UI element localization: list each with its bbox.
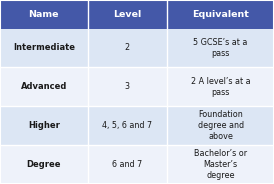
Text: 2 A level’s at a
pass: 2 A level’s at a pass xyxy=(191,77,250,97)
Bar xyxy=(0,29,274,67)
Text: Degree: Degree xyxy=(27,160,61,169)
Text: 3: 3 xyxy=(125,82,130,91)
Bar xyxy=(0,0,274,29)
Text: Advanced: Advanced xyxy=(21,82,67,91)
Text: Bachelor’s or
Master’s
degree: Bachelor’s or Master’s degree xyxy=(194,149,247,180)
Text: Intermediate: Intermediate xyxy=(13,43,75,52)
Text: 2: 2 xyxy=(125,43,130,52)
Bar xyxy=(0,67,274,106)
Bar xyxy=(0,145,274,184)
Bar xyxy=(0,106,274,145)
Text: Name: Name xyxy=(28,10,59,19)
Text: Higher: Higher xyxy=(28,121,60,130)
Text: 4, 5, 6 and 7: 4, 5, 6 and 7 xyxy=(102,121,152,130)
Text: 5 GCSE’s at a
pass: 5 GCSE’s at a pass xyxy=(193,38,248,58)
Text: Level: Level xyxy=(113,10,142,19)
Text: Foundation
degree and
above: Foundation degree and above xyxy=(198,110,244,141)
Text: 6 and 7: 6 and 7 xyxy=(112,160,142,169)
Text: Equivalent: Equivalent xyxy=(192,10,249,19)
